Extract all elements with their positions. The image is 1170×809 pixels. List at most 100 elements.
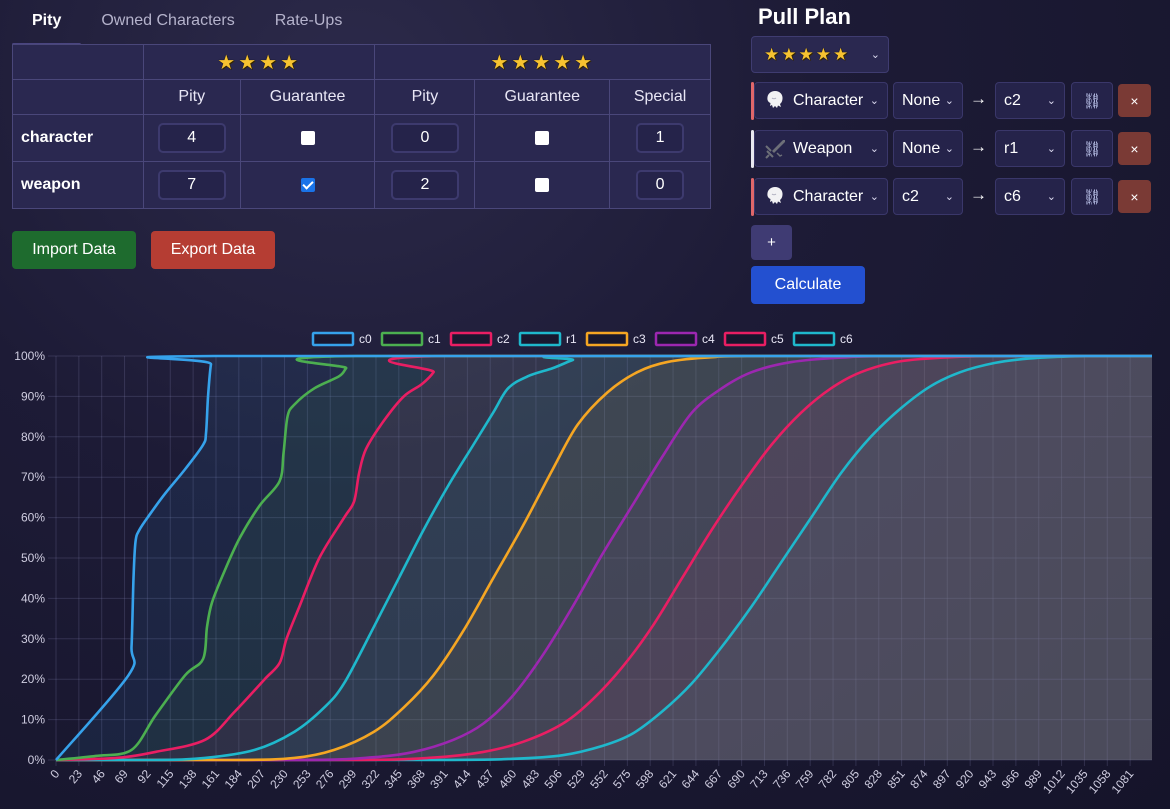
link-chain-button[interactable]: ⛓ [1071, 178, 1113, 215]
legend-item-c1[interactable]: c1 [380, 331, 441, 347]
chevron-down-icon: ⌄ [870, 49, 880, 61]
type-select[interactable]: Character ⌄ [754, 82, 888, 119]
x-tick-label: 851 [884, 767, 908, 792]
x-tick-label: 92 [134, 767, 154, 786]
tab-owned-characters[interactable]: Owned Characters [101, 12, 235, 29]
col-header-guarantee: Guarantee [474, 79, 611, 115]
character-five-star-guarantee-checkbox[interactable] [535, 130, 550, 145]
delete-row-button[interactable]: × [1118, 132, 1151, 165]
calculate-button[interactable]: Calculate [751, 266, 865, 304]
type-select[interactable]: Character ⌄ [754, 178, 888, 215]
x-tick-label: 1081 [1109, 767, 1137, 797]
y-tick-label: 10% [21, 713, 45, 727]
character-four-star-pity-input[interactable] [157, 123, 226, 153]
row-accent-bar [751, 130, 754, 168]
x-tick-label: 575 [610, 767, 634, 792]
x-tick-label: 782 [816, 767, 840, 792]
legend-item-c4[interactable]: c4 [654, 331, 715, 347]
to-select[interactable]: c2 ⌄ [995, 82, 1065, 119]
close-icon: × [1130, 92, 1139, 109]
import-data-button[interactable]: Import Data [12, 231, 136, 269]
plan-row: Weapon ⌄ None ⌄ → r1 ⌄ ⛓ × [751, 129, 1152, 169]
x-tick-label: 690 [724, 767, 748, 792]
series-line-c2 [55, 354, 1152, 762]
x-tick-label: 23 [66, 767, 86, 786]
legend-item-c2[interactable]: c2 [449, 331, 510, 347]
x-tick-label: 529 [564, 767, 588, 792]
link-chain-button[interactable]: ⛓ [1071, 82, 1113, 119]
character-portrait-icon [767, 187, 783, 204]
from-select[interactable]: c2 ⌄ [893, 178, 963, 215]
tab-pity[interactable]: Pity [12, 0, 82, 46]
y-tick-label: 40% [21, 591, 45, 605]
chevron-down-icon: ⌄ [869, 191, 879, 203]
x-tick-label: 230 [267, 767, 291, 792]
x-tick-label: 506 [541, 767, 565, 792]
weapon-five-star-pity-input[interactable] [390, 170, 459, 200]
delete-row-button[interactable]: × [1118, 180, 1151, 213]
plan-row: Character ⌄ None ⌄ → c2 ⌄ ⛓ × [751, 81, 1152, 121]
to-select[interactable]: c6 ⌄ [995, 178, 1065, 215]
delete-row-button[interactable]: × [1118, 84, 1151, 117]
svg-text:c6: c6 [840, 332, 853, 346]
x-tick-label: 736 [770, 767, 794, 792]
x-tick-label: 897 [930, 767, 954, 792]
chain-link-icon: ⛓ [1082, 92, 1102, 110]
col-header-special: Special [609, 79, 711, 115]
legend-item-c3[interactable]: c3 [585, 331, 646, 347]
from-select[interactable]: None ⌄ [893, 82, 963, 119]
x-tick-label: 483 [519, 767, 543, 792]
series-line-c5 [56, 354, 1152, 762]
weapon-special-input[interactable] [636, 170, 685, 200]
series-lines [55, 354, 1152, 762]
chevron-down-icon: ⌄ [944, 95, 954, 107]
x-tick-label: 552 [587, 767, 611, 792]
character-five-star-pity-input[interactable] [390, 123, 459, 153]
series-line-c1 [55, 354, 1152, 762]
svg-text:r1: r1 [566, 332, 577, 346]
series-line-c4 [56, 354, 1152, 762]
x-tick-label: 644 [679, 767, 703, 792]
legend-item-c0[interactable]: c0 [311, 331, 372, 347]
legend-item-c6[interactable]: c6 [792, 331, 853, 347]
legend-item-c5[interactable]: c5 [723, 331, 784, 347]
series-fills [56, 356, 1152, 760]
legend-item-r1[interactable]: r1 [518, 331, 577, 347]
weapon-four-star-guarantee-checkbox[interactable] [300, 177, 315, 192]
y-tick-label: 100% [14, 349, 45, 363]
type-select-value: Character [793, 91, 864, 109]
chevron-down-icon: ⌄ [944, 143, 954, 155]
export-data-button[interactable]: Export Data [151, 231, 275, 269]
character-four-star-guarantee-checkbox[interactable] [300, 130, 315, 145]
chevron-down-icon: ⌄ [1046, 95, 1056, 107]
type-select-value: Character [793, 187, 864, 205]
to-select-value: r1 [1004, 139, 1019, 157]
type-select[interactable]: Weapon ⌄ [754, 130, 888, 167]
x-tick-label: 368 [404, 767, 428, 792]
x-tick-label: 69 [112, 767, 132, 786]
x-tick-label: 805 [839, 767, 863, 792]
pity-table: ★★★★ ★★★★★ Pity Guarantee Pity Guarantee… [12, 44, 711, 209]
x-tick-label: 161 [199, 767, 223, 792]
probability-chart: 0%10%20%30%40%50%60%70%80%90%100%0 23 46 69… [14, 331, 1152, 797]
weapon-five-star-guarantee-checkbox[interactable] [535, 177, 550, 192]
x-tick-label: 1012 [1040, 767, 1068, 797]
link-chain-button[interactable]: ⛓ [1071, 130, 1113, 167]
x-tick-label: 138 [176, 767, 200, 792]
y-tick-label: 60% [21, 511, 45, 525]
chevron-down-icon: ⌄ [1046, 143, 1056, 155]
corner-cell [12, 79, 144, 115]
chevron-down-icon: ⌄ [869, 95, 879, 107]
arrow-right-icon: → [970, 137, 987, 156]
weapon-four-star-pity-input[interactable] [157, 170, 226, 200]
x-tick-label: 115 [154, 767, 177, 791]
character-portrait-icon [767, 91, 783, 108]
add-plan-row-button[interactable]: + [751, 225, 792, 260]
character-special-input[interactable] [636, 123, 685, 153]
tab-rate-ups[interactable]: Rate-Ups [274, 12, 343, 29]
row-label: character [12, 114, 144, 162]
to-select[interactable]: r1 ⌄ [995, 130, 1065, 167]
rarity-select[interactable]: ★★★★★ ⌄ [751, 36, 889, 73]
from-select[interactable]: None ⌄ [893, 130, 963, 167]
x-tick-label: 598 [633, 767, 657, 792]
